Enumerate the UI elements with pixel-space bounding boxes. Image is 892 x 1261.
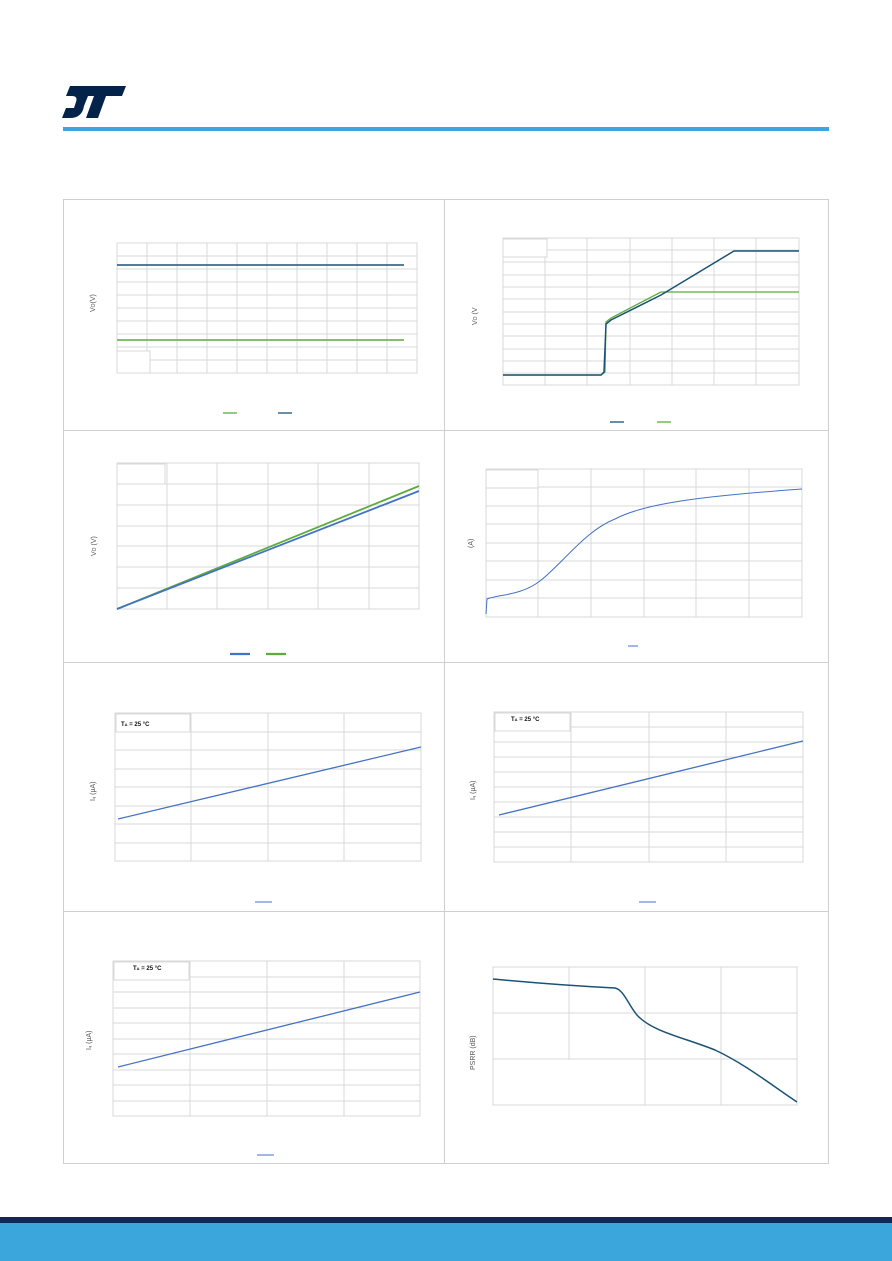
grid-row-divider-3	[63, 911, 829, 912]
chart-4-legend-box	[485, 469, 539, 489]
chart-3-ylabel: VO (V)	[91, 536, 98, 556]
chart-1-ylabel: VO(V)	[90, 294, 97, 312]
chart-4-series-blue	[485, 488, 803, 615]
grid-row-divider-1	[63, 430, 829, 431]
chart-5-series-blue	[117, 746, 422, 820]
st-logo-icon	[62, 86, 126, 118]
chart-5-ylabel: Iq (µA)	[90, 781, 97, 801]
chart-3: VO (V)	[91, 462, 420, 656]
footer-bar	[0, 1223, 892, 1261]
chart-6: TA = 25 °C Iq (µA)	[470, 711, 804, 903]
chart-6-annotation: TA = 25 °C	[511, 717, 540, 723]
chart-6-annotation-box	[494, 712, 571, 732]
chart-3-legend-box	[116, 463, 166, 485]
chart-7: TA = 25 °C Iq (µA)	[86, 960, 421, 1156]
header-rule	[63, 127, 829, 131]
chart-7-series-blue	[117, 991, 421, 1068]
chart-4: (A)	[468, 468, 803, 647]
chart-3-series-blue	[116, 490, 420, 610]
chart-1: VO(V)	[90, 242, 418, 414]
chart-7-annotation-box	[113, 961, 190, 981]
chart-8-series-navy	[492, 978, 798, 1103]
footer-bar-dark	[0, 1217, 892, 1223]
chart-7-ylabel: Iq (µA)	[86, 1030, 93, 1050]
grid-row-divider-2	[63, 662, 829, 663]
chart-5-annotation: TA = 25 °C	[121, 722, 150, 728]
grid-vertical-divider	[444, 199, 445, 1164]
chart-5-annotation-box	[115, 713, 191, 733]
chart-6-series-blue	[498, 740, 804, 816]
chart-7-annotation: TA = 25 °C	[133, 966, 162, 972]
chart-4-ylabel: (A)	[468, 539, 475, 548]
figure-grid	[63, 199, 829, 1164]
chart-2-ylabel: VO (V	[472, 307, 479, 325]
chart-1-legend-box	[116, 350, 151, 374]
chart-2-series-navy	[503, 250, 799, 376]
chart-6-ylabel: Iq (µA)	[470, 780, 477, 800]
chart-2: VO (V	[472, 237, 800, 423]
chart-8-ylabel: PSRR (dB)	[470, 1035, 477, 1070]
chart-2-legend-box	[502, 238, 548, 258]
chart-8: PSRR (dB)	[470, 966, 798, 1106]
chart-5: TA = 25 °C Iq (µA)	[90, 712, 422, 903]
chart-2-series-green	[503, 291, 799, 376]
